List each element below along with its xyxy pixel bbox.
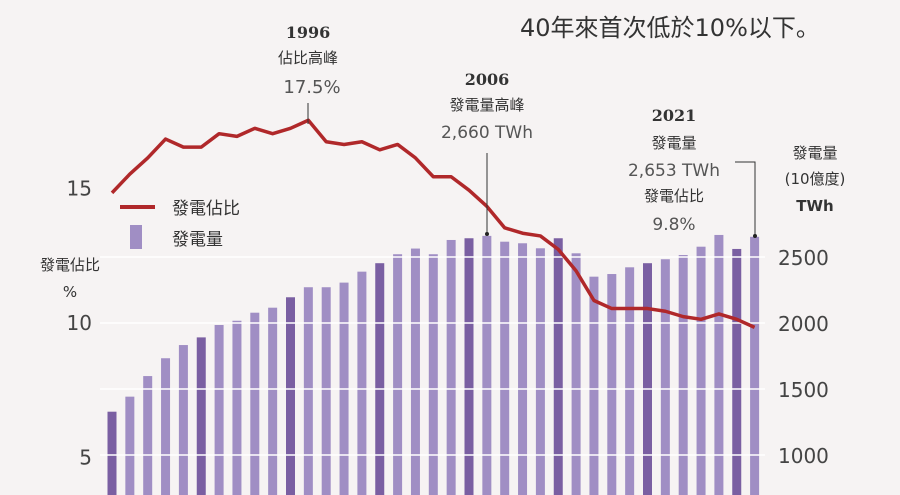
right-axis-ticks: 1000 1500 2000 2500 [778,246,829,468]
bar-1999 [357,271,367,495]
bar-1988 [161,358,171,495]
gridlines-over-bars [100,256,765,456]
right-axis-label: 發電量 [792,144,837,162]
bar-2012 [589,276,599,495]
annotation-2021-year: 2021 [652,106,697,125]
annotation-2006-label: 發電量高峰 [449,96,524,114]
annotation-2021-leader [735,161,756,236]
headline: 40年來首次低於10%以下。 [520,14,820,42]
share-line [110,118,756,329]
bar-2003 [428,254,438,495]
bar-2004 [446,239,456,495]
annotation-1996-year: 1996 [286,23,331,42]
right-axis-label-twh: TWh [796,197,833,215]
annotation-1996: 1996 佔比高峰 17.5% [278,23,341,124]
annotation-2021: 2021 發電量 2,653 TWh 發電佔比 9.8% [628,106,757,238]
bar-2020 [732,248,742,495]
left-axis-label: 發電佔比 [40,256,100,274]
left-tick-5: 5 [79,446,92,470]
bar-2019 [714,234,724,495]
right-tick-1000: 1000 [778,444,829,468]
bar-2008 [518,243,528,495]
annotation-2021-value2: 9.8% [652,215,695,235]
bar-1994 [268,307,278,495]
annotation-2006-dot [485,232,489,236]
bar-2006 [482,235,492,495]
annotation-1996-label: 佔比高峰 [278,49,338,67]
bar-2021 [750,236,760,495]
bar-2016 [660,259,670,495]
right-tick-2000: 2000 [778,312,829,336]
right-axis-label-unit: (10億度) [785,170,846,188]
bar-1996 [303,287,313,495]
legend-bar-label: 發電量 [172,230,223,250]
bar-1987 [143,376,153,495]
left-axis-unit: % [63,283,77,301]
right-tick-2500: 2500 [778,246,829,270]
annotation-2021-label2: 發電佔比 [644,187,704,205]
bar-1992 [232,320,242,495]
annotation-2006: 2006 發電量高峰 2,660 TWh [441,70,533,236]
annotation-2006-value: 2,660 TWh [441,123,533,143]
bar-2007 [500,241,510,495]
legend-bar-swatch [130,225,142,249]
annotation-1996-value: 17.5% [283,77,340,98]
bar-2009 [535,248,545,495]
bar-2017 [678,255,688,495]
left-tick-15: 15 [67,177,92,201]
bar-2018 [696,246,706,495]
bar-1986 [125,396,135,495]
bar-2005 [464,238,474,495]
annotation-2021-label1: 發電量 [651,134,696,152]
bar-2001 [393,254,403,495]
bars [107,234,760,495]
annotation-2021-dot [753,234,757,238]
bar-1991 [214,324,224,495]
bar-2014 [625,267,635,495]
annotation-2006-year: 2006 [465,70,510,89]
bar-2013 [607,274,617,495]
left-axis-ticks: 5 10 15 [67,177,92,470]
left-tick-10: 10 [67,311,92,335]
bar-1989 [178,345,188,495]
bar-2015 [643,263,652,495]
right-tick-1500: 1500 [778,378,829,402]
bar-2010 [553,238,563,495]
bar-2011 [571,253,581,495]
annotation-2021-value1: 2,653 TWh [628,161,720,181]
bar-1997 [321,287,331,495]
bar-1995 [286,297,295,495]
bar-2000 [375,263,385,495]
bar-2002 [410,248,420,495]
legend-line-label: 發電佔比 [172,199,240,219]
bar-1985 [107,411,117,495]
bar-1993 [250,312,260,495]
bar-1990 [196,337,206,495]
